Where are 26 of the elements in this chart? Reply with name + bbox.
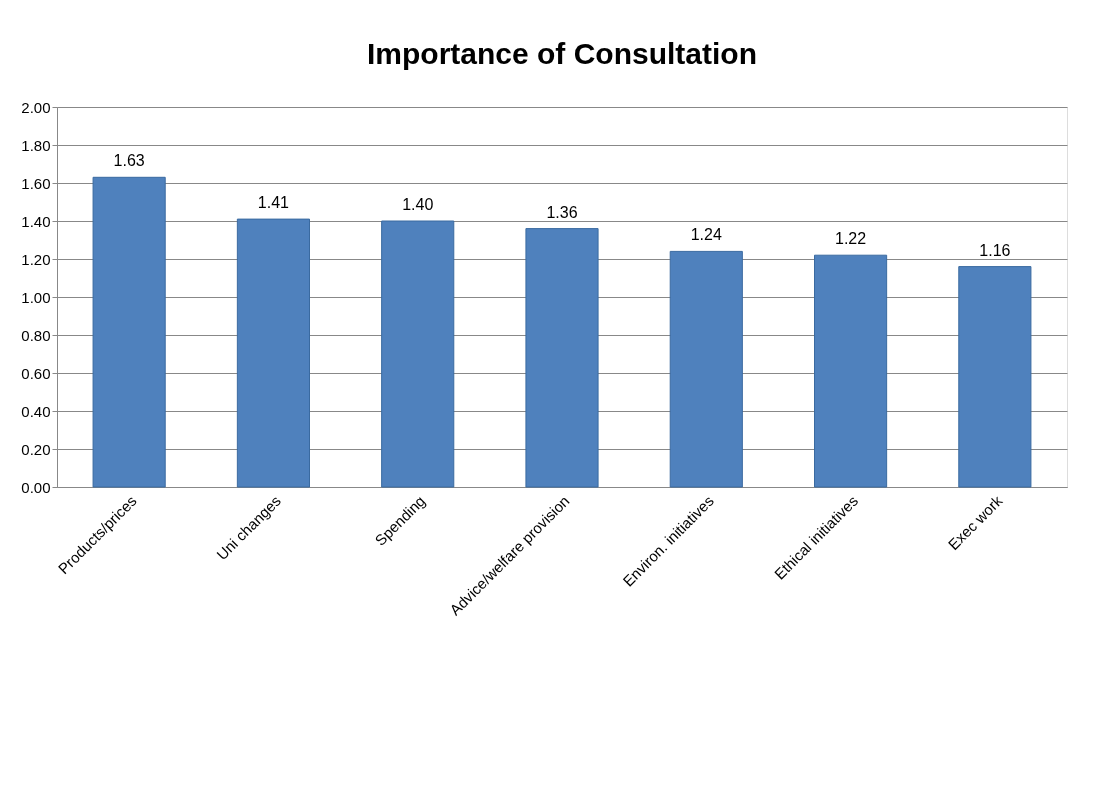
data-label: 1.63 <box>113 152 145 170</box>
data-label: 1.40 <box>402 196 434 213</box>
y-tick-label: 0.00 <box>21 478 51 496</box>
y-tick-label: 0.40 <box>21 402 51 420</box>
y-tick-label: 0.20 <box>21 440 51 458</box>
y-tick-label: 2.00 <box>21 98 51 116</box>
data-label: 1.22 <box>835 230 867 248</box>
y-tick-label: 0.60 <box>21 364 51 382</box>
y-tick-label: 1.60 <box>21 174 51 192</box>
y-tick-label: 1.80 <box>21 136 51 154</box>
bar <box>525 228 599 488</box>
bar <box>814 254 888 488</box>
y-tick-label: 1.20 <box>21 250 51 268</box>
y-tick-label: 1.40 <box>21 212 51 230</box>
data-label: 1.41 <box>257 194 290 212</box>
bar <box>958 266 1032 488</box>
y-tick-label: 0.80 <box>21 326 51 344</box>
data-label: 1.36 <box>546 203 578 221</box>
bar <box>92 176 166 488</box>
data-label: 1.16 <box>979 241 1011 259</box>
bar <box>669 250 743 488</box>
y-tick-label: 1.00 <box>21 288 51 306</box>
data-label: 1.24 <box>690 226 722 244</box>
chart-title: Importance of Consultation <box>367 37 757 70</box>
bar <box>381 220 455 488</box>
bar <box>236 218 310 488</box>
